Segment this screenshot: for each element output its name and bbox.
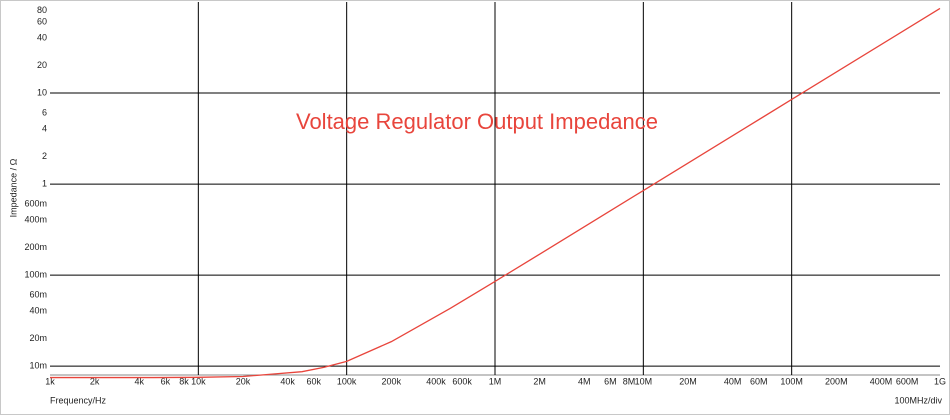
x-tick-label: 20M <box>679 376 697 386</box>
x-tick-label: 60M <box>750 376 768 386</box>
x-tick-label: 8M <box>623 376 636 386</box>
x-tick-label: 200k <box>382 376 402 386</box>
x-tick-label: 40M <box>724 376 742 386</box>
x-tick-label: 1G <box>934 376 946 386</box>
x-tick-label: 40k <box>280 376 295 386</box>
x-tick-label: 400k <box>426 376 446 386</box>
y-tick-label: 1 <box>42 178 47 188</box>
x-tick-label: 600M <box>896 376 919 386</box>
x-tick-label: 8k <box>179 376 189 386</box>
y-tick-label: 400m <box>24 215 47 225</box>
x-tick-label: 4k <box>135 376 145 386</box>
y-tick-label: 600m <box>24 199 47 209</box>
x-tick-label: 100M <box>780 376 803 386</box>
y-tick-label: 6 <box>42 108 47 118</box>
y-tick-label: 200m <box>24 242 47 252</box>
y-tick-label: 60 <box>37 17 47 27</box>
y-tick-label: 60m <box>29 290 47 300</box>
scale-annotation: 100MHz/div <box>894 395 942 405</box>
x-tick-label: 6k <box>161 376 171 386</box>
x-tick-label: 200M <box>825 376 848 386</box>
x-tick-label: 400M <box>870 376 893 386</box>
x-tick-label: 2M <box>533 376 546 386</box>
y-tick-label: 10 <box>37 87 47 97</box>
x-tick-label: 60k <box>307 376 322 386</box>
impedance-line <box>50 7 941 379</box>
x-tick-label: 1M <box>489 376 502 386</box>
x-tick-label: 2k <box>90 376 100 386</box>
y-tick-label: 10m <box>29 361 47 371</box>
y-tick-label: 100m <box>24 270 47 280</box>
x-tick-label: 20k <box>236 376 251 386</box>
x-tick-label: 4M <box>578 376 591 386</box>
y-tick-label: 2 <box>42 151 47 161</box>
y-tick-label: 4 <box>42 124 47 134</box>
x-tick-label: 1k <box>45 376 55 386</box>
y-tick-label: 40m <box>29 306 47 316</box>
x-tick-label: 6M <box>604 376 617 386</box>
y-tick-label: 20m <box>29 333 47 343</box>
chart-title: Voltage Regulator Output Impedance <box>296 109 658 134</box>
x-tick-label: 600k <box>452 376 472 386</box>
x-tick-label: 100k <box>337 376 357 386</box>
y-axis-label: Impedance / Ω <box>8 158 18 217</box>
y-tick-label: 40 <box>37 33 47 43</box>
y-tick-label: 80 <box>37 5 47 15</box>
y-tick-label: 20 <box>37 60 47 70</box>
x-tick-label: 10M <box>635 376 653 386</box>
x-tick-label: 10k <box>191 376 206 386</box>
x-axis-label: Frequency/Hz <box>50 395 107 405</box>
